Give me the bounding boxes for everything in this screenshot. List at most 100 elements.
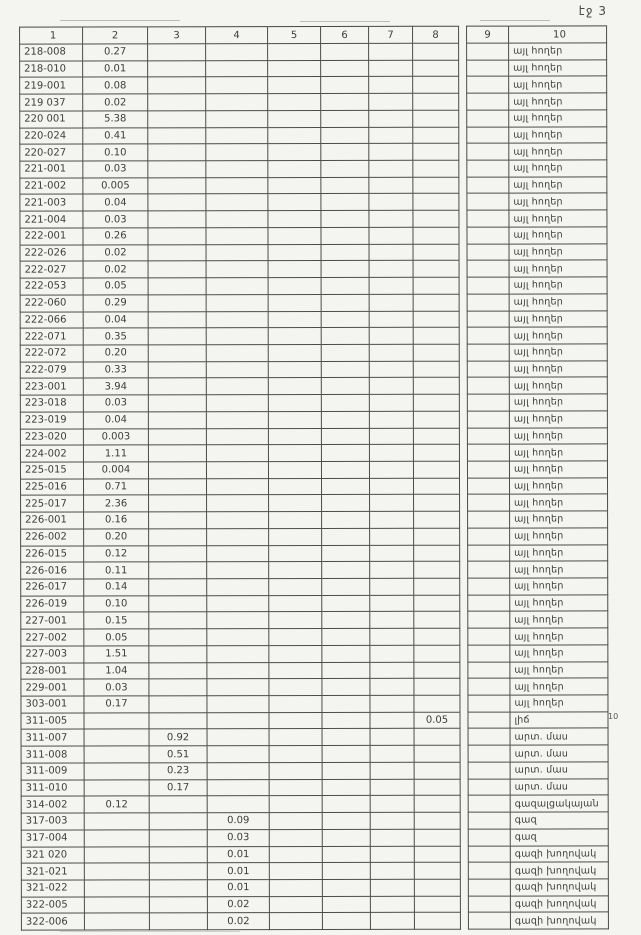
cell xyxy=(322,695,371,713)
cell xyxy=(206,361,269,379)
cell: գազի խողովակ xyxy=(510,845,609,863)
cell: 0.02 xyxy=(207,913,270,931)
table-seam-gap xyxy=(460,545,467,562)
cell xyxy=(466,294,510,312)
cell: 1.11 xyxy=(83,445,149,463)
cell xyxy=(148,278,207,296)
cell xyxy=(321,394,370,412)
cell xyxy=(207,746,270,764)
cell xyxy=(467,478,511,496)
cell xyxy=(414,662,461,680)
cell xyxy=(414,762,461,780)
cell xyxy=(149,813,208,831)
cell xyxy=(413,210,460,228)
cell: 0.14 xyxy=(84,579,150,597)
cell xyxy=(269,595,323,613)
table-row: 222-053 0.05 այլ հողեր xyxy=(19,277,608,296)
table-row: 321-022 0.01 գազի խողովակ xyxy=(20,879,609,898)
cell xyxy=(321,94,370,111)
cell: 3.94 xyxy=(83,378,149,396)
cell xyxy=(370,478,415,496)
cell xyxy=(467,762,511,780)
cell xyxy=(268,127,322,145)
cell: 311-008 xyxy=(20,746,85,764)
cell xyxy=(269,495,323,513)
table-row: 223-001 3.94 այլ հողեր xyxy=(19,377,608,396)
cell xyxy=(370,612,415,630)
cell xyxy=(149,696,208,714)
cell: այլ հողեր xyxy=(509,76,608,94)
cell xyxy=(148,211,207,229)
cell: 218-010 xyxy=(19,61,84,79)
cell xyxy=(206,462,270,479)
cell xyxy=(84,913,150,931)
cell xyxy=(466,344,510,362)
cell xyxy=(268,361,322,379)
cell xyxy=(413,60,460,78)
cell: 321-022 xyxy=(20,880,85,898)
cell xyxy=(414,745,461,763)
cell xyxy=(148,311,207,329)
cell xyxy=(413,294,460,312)
table-row: 227-002 0.05 այլ հողեր xyxy=(20,628,609,647)
cell: 317-004 xyxy=(20,830,85,848)
cell xyxy=(414,846,461,864)
cell xyxy=(207,796,270,814)
cell xyxy=(369,411,414,429)
table-seam-gap xyxy=(460,462,467,479)
cell: 0.02 xyxy=(83,94,149,112)
cell xyxy=(207,612,270,630)
cell: 1.51 xyxy=(84,646,150,664)
cell xyxy=(414,896,461,914)
cell xyxy=(269,796,323,814)
cell xyxy=(322,629,371,646)
cell: 0.10 xyxy=(83,144,149,162)
cell: 0.02 xyxy=(207,896,270,914)
cell: 226-017 xyxy=(20,579,85,597)
cell: 222-053 xyxy=(19,278,84,296)
cell xyxy=(322,645,371,663)
cell xyxy=(466,260,510,278)
cell xyxy=(206,378,269,396)
cell: այլ հողեր xyxy=(510,628,609,646)
cell xyxy=(370,879,415,897)
cell xyxy=(207,595,270,613)
cell xyxy=(322,913,371,931)
cell xyxy=(466,411,510,429)
cell xyxy=(369,160,414,178)
cell: այլ հողեր xyxy=(509,210,608,228)
cell xyxy=(321,445,370,462)
cell: 0.08 xyxy=(83,77,149,95)
table-seam-gap xyxy=(460,244,467,261)
cell xyxy=(322,879,371,897)
column-header: 3 xyxy=(148,26,207,45)
table-seam-gap xyxy=(461,779,468,796)
table-row: 222-001 0.26 այլ հողեր xyxy=(19,227,608,246)
cell: այլ հողեր xyxy=(509,60,608,78)
cell: գազի խողովակ xyxy=(510,912,609,930)
cell xyxy=(369,210,414,228)
cell xyxy=(322,712,371,730)
cell xyxy=(369,144,414,161)
cell xyxy=(413,277,460,295)
cell xyxy=(269,629,323,646)
cell: 0.17 xyxy=(84,696,150,714)
cell xyxy=(369,461,415,479)
cell xyxy=(269,863,323,881)
cell xyxy=(413,227,460,245)
cell: այլ հողեր xyxy=(509,344,608,362)
cell: 0.05 xyxy=(84,629,150,647)
cell: այլ հողեր xyxy=(510,645,609,663)
cell xyxy=(321,328,370,345)
cell xyxy=(149,880,208,898)
cell: 223-018 xyxy=(19,395,84,413)
table-row: 225-016 0.71 այլ հողեր xyxy=(20,478,609,497)
cell xyxy=(206,244,269,262)
cell xyxy=(322,746,371,763)
cell: 222-060 xyxy=(19,295,84,313)
cell xyxy=(207,729,270,747)
cell xyxy=(466,327,510,345)
cell xyxy=(269,779,323,797)
cell: 221-002 xyxy=(19,178,84,196)
cell xyxy=(268,77,322,95)
